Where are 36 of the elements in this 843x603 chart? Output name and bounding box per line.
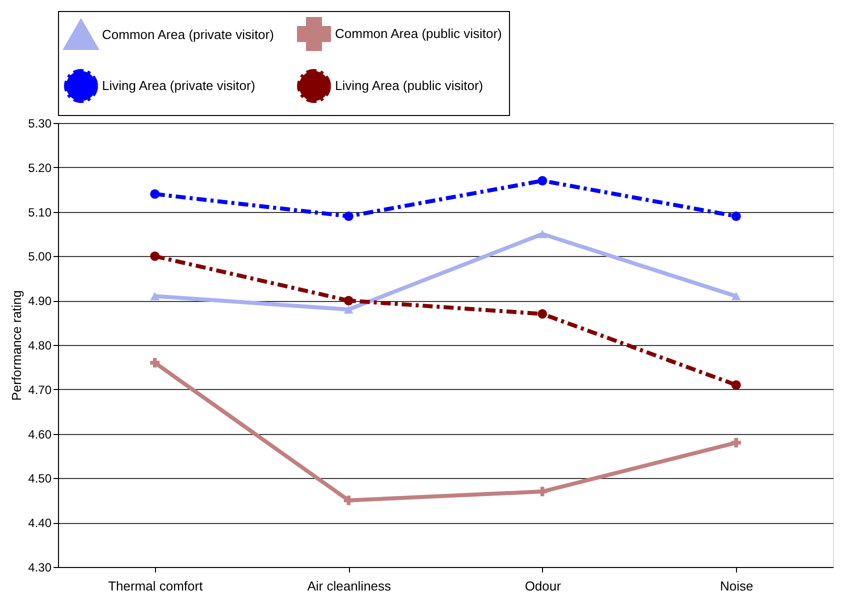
point [731,212,741,221]
point [731,292,741,300]
point [538,176,548,186]
point [538,230,548,238]
point [731,380,741,390]
y-tick-label: 4.50 [28,472,52,486]
point [344,496,354,506]
y-tick-label: 4.60 [28,427,52,442]
point [344,296,354,306]
y-tick-label: 4.80 [28,338,52,352]
legend-label: Common Area (public visitor) [335,26,502,41]
y-tick-label: 5.30 [28,116,52,130]
point [538,486,548,496]
x-tick-label: Noise [720,578,754,594]
y-tick-label: 4.40 [28,516,52,530]
y-tick-label: 4.70 [28,382,52,397]
point [150,292,160,300]
y-tick-label: 5.10 [28,205,52,220]
y-axis-title: Performance rating [9,290,24,401]
y-tick-label: 4.90 [28,294,52,308]
point [538,309,548,319]
legend-label: Living Area (public visitor) [335,78,484,93]
y-tick-label: 4.30 [28,560,52,574]
y-tick-label: 5.00 [28,250,52,264]
legend-label: Common Area (private visitor) [102,27,274,42]
point [150,251,160,261]
x-tick-label: Air cleanliness [307,578,392,594]
point [344,212,354,221]
x-tick-label: Thermal comfort [108,578,204,594]
x-tick-label: Odour [524,578,562,594]
point [150,358,160,368]
point [731,438,741,448]
legend-label: Living Area (private visitor) [102,78,256,93]
y-tick-label: 5.20 [28,160,52,175]
point [150,189,160,199]
point [344,305,354,314]
